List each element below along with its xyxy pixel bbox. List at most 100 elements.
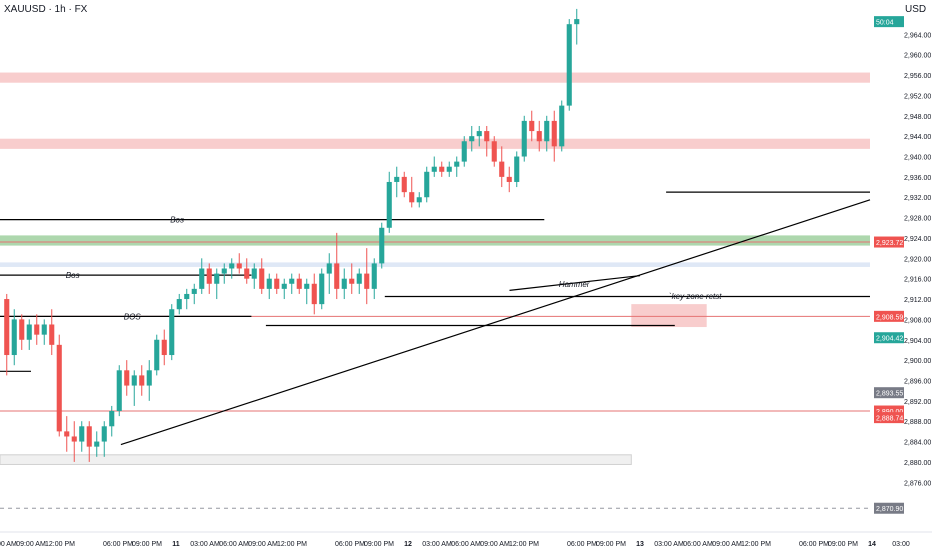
candle-body-67 [506,176,512,182]
candle-38 [289,273,295,294]
price-label-box-4 [874,387,904,399]
candle-body-55 [416,197,422,203]
time-tick-7: 06:00 AM [219,541,249,548]
time-tick-1: 09:00 AM [16,541,46,548]
price-tick-8: 2,908.00 [904,317,931,324]
candle-body-9 [71,436,77,442]
candle-23 [176,293,182,315]
candle-body-23 [176,299,182,310]
price-axis: 2,876.00 2,880.00 2,884.00 2,888.00 2,892.00… [874,16,931,514]
candle-60 [454,156,460,177]
candle-body-34 [259,268,265,289]
price-label-box-0 [874,16,904,28]
candle-24 [184,288,190,310]
candle-body-56 [424,171,430,198]
candle-body-68 [514,156,520,182]
candle-40 [304,278,310,305]
candle-71 [536,120,542,152]
candle-body-43 [326,263,332,274]
candle-33 [251,263,257,289]
candle-34 [259,258,265,294]
candle-55 [416,192,422,208]
price-tick-14: 2,932.00 [904,195,931,202]
candle-57 [431,156,437,177]
candle-42 [319,268,325,310]
candle-body-2 [19,319,25,340]
candle-body-70 [529,120,535,132]
time-tick-5: 11 [172,541,180,548]
annotation-text-0: Bos [170,216,184,225]
candle-8 [64,416,70,452]
candle-body-16 [124,370,130,386]
candle-body-51 [386,181,392,228]
price-tick-22: 2,964.00 [904,32,931,39]
price-tick-1: 2,880.00 [904,460,931,467]
candle-63 [476,125,482,147]
candle-body-60 [454,161,460,167]
candle-12 [94,431,100,457]
annotation-text-1: Bos [66,271,80,280]
time-tick-26: 14 [868,541,876,548]
candle-68 [514,151,520,188]
symbol-title: XAUUSD · 1h · FX [4,4,88,15]
time-tick-21: 06:00 AM [683,541,713,548]
candle-body-12 [94,441,100,447]
candle-body-1 [11,319,17,356]
candle-body-65 [491,141,497,162]
candle-body-69 [521,120,527,157]
candle-50 [379,222,385,269]
zone-4 [631,304,707,328]
candle-body-73 [551,120,557,147]
drawn-line-8 [509,275,641,291]
candle-29 [221,263,227,284]
price-label-box-6 [874,412,904,424]
candle-body-14 [109,411,115,427]
price-label-box-1 [874,236,904,248]
candle-3 [26,319,32,350]
candle-body-3 [26,324,32,340]
zone-1 [0,138,870,149]
time-tick-14: 06:00 AM [451,541,481,548]
candle-body-40 [304,283,310,289]
candle-58 [439,161,445,177]
time-tick-27: 03:00 [892,541,910,548]
candle-69 [521,115,527,162]
candle-body-36 [274,278,280,289]
candle-body-17 [131,375,137,386]
price-tick-17: 2,944.00 [904,134,931,141]
zone-0 [0,72,870,83]
time-tick-3: 06:00 PM [103,541,133,548]
candle-17 [131,370,137,406]
price-label-4: 2,893.55 [876,391,903,398]
candle-body-19 [146,370,152,386]
annotations-layer: Bos Bos BOS Hammer `key zone retst [66,216,722,322]
price-label-0: 50:04 [876,20,894,27]
candle-31 [236,253,242,274]
zone-2 [0,235,870,246]
candle-body-52 [394,176,400,182]
candle-25 [191,283,197,305]
candle-18 [139,365,145,396]
candle-body-42 [319,273,325,305]
price-tick-19: 2,952.00 [904,93,931,100]
price-label-3: 2,904.42 [876,336,903,343]
candle-54 [409,176,415,208]
candles-layer [4,8,580,462]
candle-body-20 [154,339,160,371]
candle-body-71 [536,131,542,142]
zone-5 [0,454,632,465]
candle-body-21 [161,339,167,356]
candle-body-32 [244,268,250,279]
candle-body-53 [401,176,407,193]
price-tick-7: 2,904.00 [904,338,931,345]
candle-72 [544,115,550,152]
candle-body-49 [371,263,377,289]
time-tick-13: 03:00 AM [422,541,452,548]
candle-body-66 [499,161,505,177]
candle-body-25 [191,288,197,294]
price-label-6: 2,888.74 [876,416,903,423]
candle-7 [56,334,62,437]
